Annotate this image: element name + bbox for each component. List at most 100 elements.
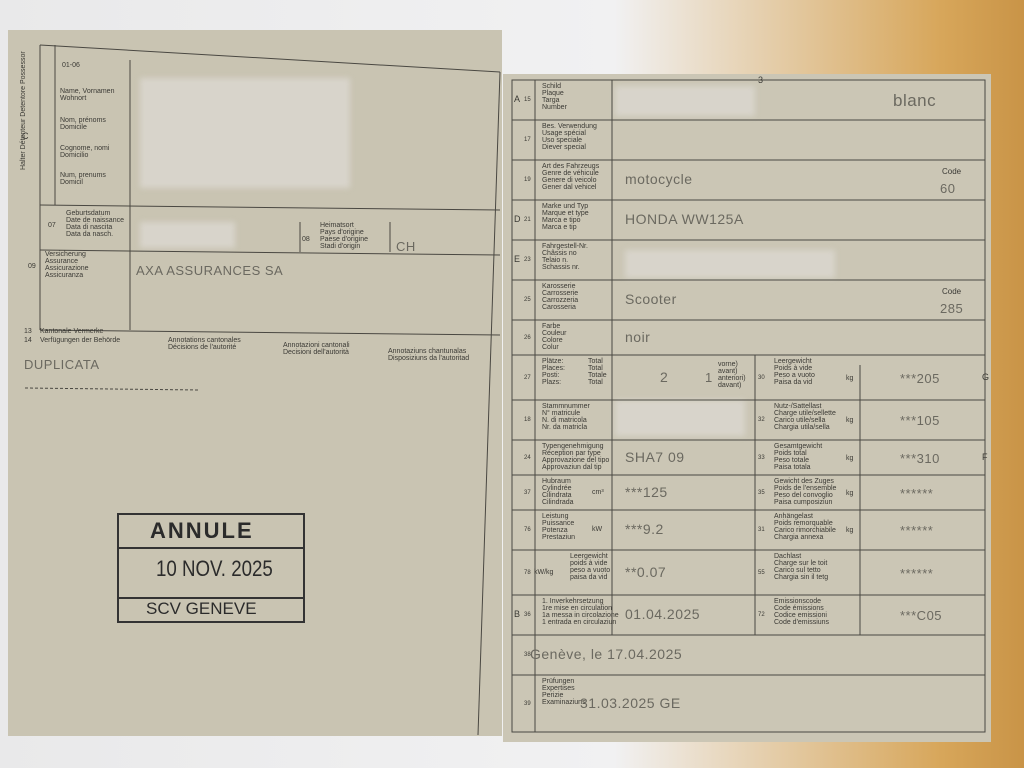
field-code: 21 <box>524 217 531 223</box>
field-value: ***310 <box>900 450 940 466</box>
field-value: 2 <box>660 368 669 385</box>
field-code: 13 <box>24 328 32 335</box>
field-label: Leistung Puissance Potenza Prestaziun <box>542 513 576 541</box>
rule <box>39 44 501 73</box>
field-label: Gewicht des Zuges Poids de l'ensemble Pe… <box>774 478 837 506</box>
field-code: 31 <box>758 527 765 533</box>
field-label: Total Total Totale Total <box>588 358 607 386</box>
field-label: Anhängelast Poids remorquable Carico rim… <box>774 513 836 541</box>
unit: kW/kg <box>534 568 554 576</box>
field-code: 24 <box>524 454 531 461</box>
field-code: 18 <box>524 417 531 423</box>
field-label: Farbe Couleur Colore Colur <box>542 323 567 351</box>
code-label: Code <box>942 167 962 176</box>
section-letter: B <box>514 609 521 619</box>
field-value: ***205 <box>900 370 940 386</box>
field-value: motocycle <box>625 171 693 187</box>
field-value: **0.07 <box>625 563 667 580</box>
code-value: 285 <box>940 301 964 316</box>
field-code: 55 <box>758 569 765 576</box>
field-value: HONDA WW125A <box>625 211 744 227</box>
field-label: Heimatsort Pays d'origine Paese d'origin… <box>320 222 369 250</box>
unit: kg <box>846 417 854 424</box>
annotation-label: Annotaziuns chantunalas Disposiziuns da … <box>388 348 470 362</box>
section-letter: C <box>22 131 29 141</box>
unit: kg <box>846 527 854 534</box>
stamp-text: 10 NOV. 2025 <box>156 556 273 581</box>
field-value: ****** <box>900 565 934 581</box>
redaction <box>140 78 350 188</box>
vertical-title: Halter Détenteur Detentore Possessor <box>20 51 27 170</box>
redaction <box>615 86 755 116</box>
field-value: ***C05 <box>900 608 943 623</box>
stamp-text: SCV GENEVE <box>146 599 257 618</box>
field-code: 09 <box>28 263 36 270</box>
field-value: ***105 <box>900 413 940 428</box>
field-label: Prüfungen Expertises Perizie Examinaziun… <box>542 678 586 706</box>
field-code: 32 <box>758 417 765 423</box>
field-label: Typengenehmigung Réception par type Appr… <box>542 443 610 471</box>
field-label: Verfügungen der Behörde <box>40 337 121 344</box>
field-label: Kantonale Vermerke <box>40 328 104 335</box>
redaction <box>625 250 835 278</box>
unit: kg <box>846 374 854 382</box>
field-label: Marke und Typ Marque et type Marca e tip… <box>542 203 589 231</box>
rule <box>39 329 501 336</box>
field-value: blanc <box>893 91 937 110</box>
code-label: Code <box>942 287 962 296</box>
redaction <box>140 222 235 248</box>
field-label: Leergewicht Poids à vide Peso a vuoto Pa… <box>774 358 815 386</box>
field-label: Karosserie Carrosserie Carrozzeria Caros… <box>542 283 579 311</box>
unit: kg <box>846 489 854 497</box>
section-letter: A <box>514 94 521 104</box>
field-value: ****** <box>900 523 934 538</box>
field-code: 15 <box>524 97 531 103</box>
redaction <box>615 400 745 436</box>
field-value: 1 <box>705 369 713 385</box>
field-label: Fahrgestell-Nr. Châssis no Telaio n. Sch… <box>542 243 588 271</box>
rule <box>39 204 501 211</box>
field-label: Num, prenums Domicil <box>60 172 106 186</box>
field-value: CH <box>396 239 416 254</box>
field-code: 37 <box>524 489 531 496</box>
field-code: 78 <box>524 569 531 576</box>
field-value: ***9.2 <box>625 521 664 537</box>
field-code: 30 <box>758 374 765 381</box>
section-letter: G <box>982 371 990 382</box>
field-code: 25 <box>524 297 531 303</box>
field-code: 26 <box>524 334 531 341</box>
field-label: Leergewicht poids à vide peso a vuoto pa… <box>570 553 611 581</box>
field-code: 72 <box>758 612 765 618</box>
field-code: 76 <box>524 527 531 533</box>
field-code: 14 <box>24 337 32 344</box>
field-code: 19 <box>524 177 531 183</box>
field-code: 39 <box>524 700 531 707</box>
rule <box>477 71 501 736</box>
stamp-frame <box>117 513 305 623</box>
field-value: ***125 <box>625 483 668 500</box>
code-value: 60 <box>940 181 956 196</box>
field-label: Art des Fahrzeugs Genre de véhicule Gene… <box>542 163 600 191</box>
field-value: SHA7 09 <box>625 448 685 465</box>
rule <box>39 249 501 256</box>
field-label: Versicherung Assurance Assicurazione Ass… <box>45 251 89 279</box>
field-code: 08 <box>302 236 310 243</box>
field-code: 27 <box>524 374 531 381</box>
field-code: 33 <box>758 454 765 461</box>
frame <box>511 79 986 733</box>
field-code: 17 <box>524 137 531 143</box>
field-value: 01.04.2025 <box>625 606 701 622</box>
field-label: Schild Plaque Targa Number <box>542 83 567 111</box>
field-code: 35 <box>758 489 765 496</box>
right-page <box>503 74 991 742</box>
field-code: 38 <box>524 652 531 658</box>
field-label: 1. Inverkehrsetzung 1re mise en circulat… <box>542 598 619 626</box>
field-label: Name, Vornamen Wohnort <box>60 88 115 102</box>
field-value: ****** <box>900 485 934 501</box>
page-number: 3 <box>758 75 764 85</box>
section-letter: F <box>982 451 988 462</box>
unit: kW <box>592 526 603 533</box>
section-letter: E <box>514 254 521 264</box>
